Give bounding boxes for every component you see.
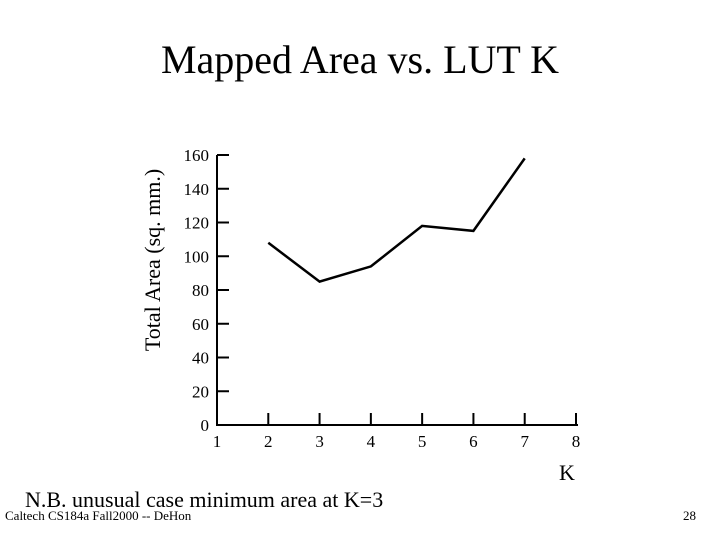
x-axis-title: K bbox=[559, 460, 575, 485]
x-tick-label: 3 bbox=[315, 432, 324, 451]
x-tick-label: 7 bbox=[520, 432, 529, 451]
x-tick-label: 1 bbox=[213, 432, 222, 451]
y-ticks: 0 20 40 60 80 100 120 140 160 bbox=[184, 146, 229, 435]
series-line bbox=[267, 157, 526, 283]
y-axis-title: Total Area (sq. mm.) bbox=[140, 169, 165, 351]
x-tick-label: 6 bbox=[469, 432, 478, 451]
y-tick-label: 160 bbox=[184, 146, 210, 165]
y-tick-label: 40 bbox=[192, 349, 209, 368]
slide-note: N.B. unusual case minimum area at K=3 bbox=[25, 487, 384, 512]
x-tick-label: 4 bbox=[367, 432, 376, 451]
x-tick-label: 8 bbox=[572, 432, 581, 451]
y-tick-label: 120 bbox=[184, 214, 210, 233]
y-tick-label: 20 bbox=[192, 382, 209, 401]
y-tick-label: 100 bbox=[184, 247, 210, 266]
slide-title: Mapped Area vs. LUT K bbox=[160, 37, 560, 82]
x-tick-label: 2 bbox=[264, 432, 273, 451]
y-tick-label: 60 bbox=[192, 315, 209, 334]
page-number: 28 bbox=[683, 508, 696, 523]
y-tick-label: 0 bbox=[201, 416, 210, 435]
x-tick-label: 5 bbox=[418, 432, 427, 451]
x-ticks: 1 2 3 4 5 6 7 8 bbox=[213, 413, 581, 451]
slide-footer: Caltech CS184a Fall2000 -- DeHon bbox=[5, 508, 192, 523]
y-tick-label: 80 bbox=[192, 281, 209, 300]
y-tick-label: 140 bbox=[184, 180, 210, 199]
